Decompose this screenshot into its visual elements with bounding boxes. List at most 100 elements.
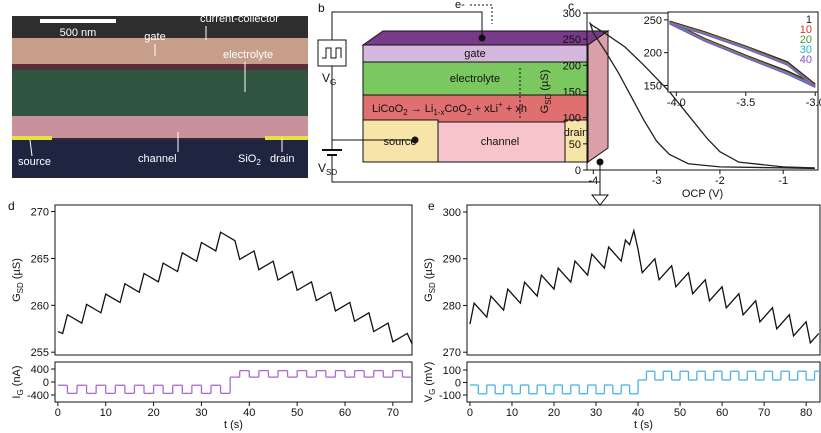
x-axis-label: t (s) (224, 419, 243, 431)
node (479, 35, 485, 41)
axis-label: GSD (µS) (11, 258, 25, 302)
label-channel: channel (138, 153, 177, 165)
y-tick-label: 0 (455, 378, 461, 390)
inset-chart: 150200250-4.0-3.5-3.0110203040 (644, 12, 821, 109)
x-tick-label: 20 (147, 407, 159, 419)
axis-label: GSD (µS) (539, 70, 553, 114)
text-part: V (318, 161, 326, 175)
x-tick-label: 0 (55, 407, 61, 419)
y-tick-label: 270 (31, 207, 49, 219)
y-tick-label: 255 (31, 347, 49, 359)
plot-frame (467, 205, 820, 355)
panel-label: e (428, 199, 435, 213)
ground (592, 195, 608, 205)
text-part: + xh (503, 103, 527, 115)
x-tick-label: 70 (387, 407, 399, 419)
text-sub: SD (16, 282, 25, 293)
y-tick-label: 270 (443, 347, 461, 359)
x-tick-label: -4 (588, 175, 598, 187)
node (597, 159, 603, 165)
source-layer (12, 136, 52, 140)
x-tick-label: -1 (778, 175, 788, 187)
text-sub: SD (544, 93, 553, 104)
text-part: CoO (444, 103, 467, 115)
drain-layer (265, 136, 308, 140)
x-tick-label: 20 (548, 407, 560, 419)
reaction: LiCoO2 → Li1-xCoO2 + xLi+ + xh (372, 100, 527, 117)
x-tick-label: 10 (506, 407, 518, 419)
label-electrolyte: electrolyte (450, 73, 500, 85)
chart: 255 260 265 270 d GSD (µS) (8, 199, 412, 359)
y-tick-label: 100 (563, 113, 581, 125)
y-tick-label: 265 (31, 253, 49, 265)
page: a 500 nm gate current-collector electrol… (0, 0, 821, 433)
x-axis-label: OCP (V) (682, 188, 723, 200)
text-part: V (322, 71, 330, 85)
text-part: (µS) (423, 258, 435, 282)
x-tick-label: 10 (100, 407, 112, 419)
y-tick-label: 250 (644, 15, 662, 27)
text-part: G (11, 293, 23, 302)
x-tick-label: 30 (195, 407, 207, 419)
x-tick-label: -3.0 (806, 97, 821, 109)
figure: a 500 nm gate current-collector electrol… (0, 0, 821, 433)
pulse-source (318, 40, 346, 66)
chart: -4000400010203040506070t (s)IG (nA) (11, 362, 412, 431)
y-tick-label: 150 (563, 87, 581, 99)
x-tick-label: -4.0 (667, 97, 686, 109)
series-line (470, 231, 819, 343)
text-part: + xLi (472, 103, 499, 115)
text-sub: 2 (256, 158, 261, 167)
x-tick-label: 80 (800, 407, 812, 419)
y-tick-label: 290 (443, 254, 461, 266)
label-drain: drain (270, 153, 294, 165)
label-source: source (18, 156, 51, 168)
label-gate: gate (144, 31, 165, 43)
label-collector: current-collector (200, 13, 279, 25)
y-tick-label: 260 (31, 300, 49, 312)
panel-label: a (2, 1, 9, 15)
interface (12, 64, 308, 70)
axis-label: IG (nA) (11, 365, 25, 398)
x-tick-label: 30 (590, 407, 602, 419)
text-part: (nA) (11, 365, 23, 389)
x-tick-label: 40 (632, 407, 644, 419)
y-tick-label: 280 (443, 300, 461, 312)
text-sub: SD (326, 168, 337, 177)
axis-label: GSD (µS) (423, 258, 437, 302)
text-part: LiCoO (372, 103, 404, 115)
label-electrolyte: electrolyte (223, 49, 273, 61)
series-line (58, 232, 412, 344)
panel-label: d (8, 199, 15, 213)
text-part: → Li (408, 103, 434, 115)
chart: 270 280 290 300 e GSD (µS) (423, 199, 820, 359)
plot-frame (55, 205, 412, 355)
y-tick-label: 50 (569, 139, 581, 151)
label-vsd: VSD (318, 161, 337, 177)
x-tick-label: 70 (758, 407, 770, 419)
scale-bar (40, 19, 116, 23)
x-tick-label: -3.5 (736, 97, 755, 109)
label-channel: channel (481, 136, 520, 148)
y-tick-label: 200 (563, 60, 581, 72)
y-tick-label: -400 (27, 390, 49, 402)
y-tick-label: 0 (43, 377, 49, 389)
y-tick-label: 250 (563, 34, 581, 46)
y-tick-label: 300 (443, 207, 461, 219)
label-gate: gate (464, 48, 485, 60)
plot-frame (55, 362, 412, 402)
x-axis-label: t (s) (634, 419, 653, 431)
x-tick-label: 0 (467, 407, 473, 419)
panel-label: c (568, 0, 574, 13)
legend-entry: 40 (800, 54, 812, 66)
x-tick-label: 60 (716, 407, 728, 419)
text-part: G (539, 105, 551, 114)
schematic: b e- VG gate electrolyte LiCoO2 → Li1-xC… (318, 0, 608, 205)
axis-label: VG (mV) (423, 362, 437, 402)
panel-label: b (318, 1, 325, 15)
text-part: (mV) (423, 362, 435, 389)
label-source: source (383, 136, 416, 148)
scale-label: 500 nm (60, 27, 97, 39)
label-vg: VG (322, 71, 336, 87)
label-drain: drain (564, 127, 588, 139)
